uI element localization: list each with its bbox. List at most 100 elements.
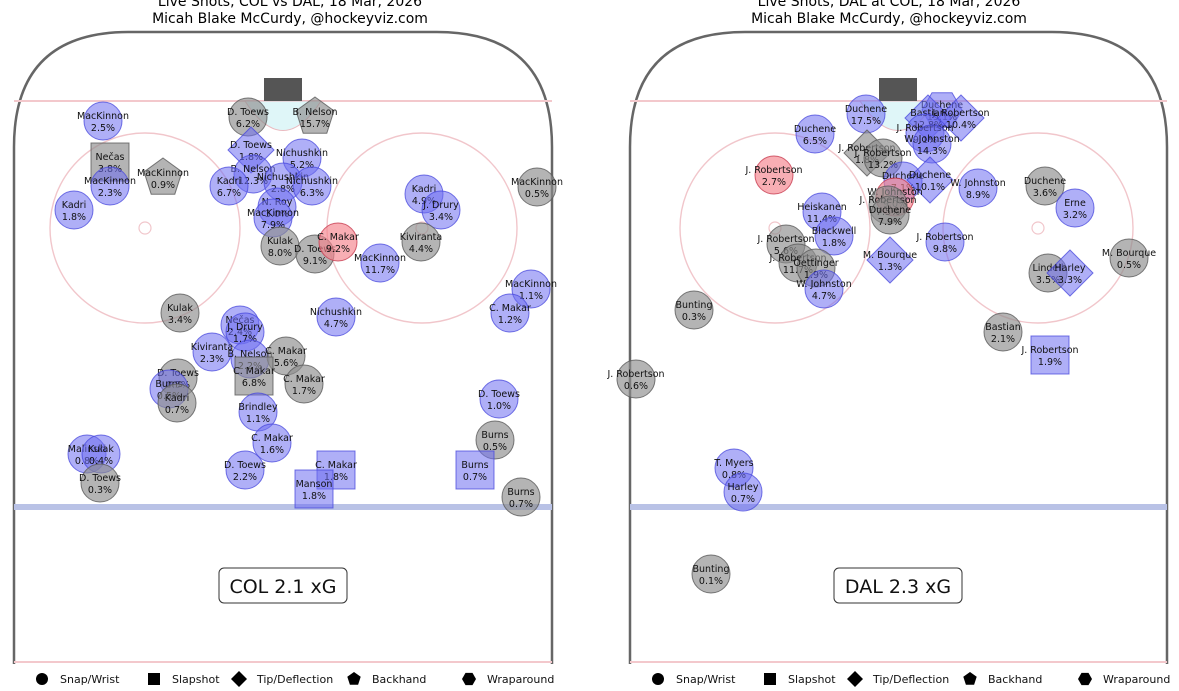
shot-player-label: Erne: [1064, 198, 1086, 209]
legend: Snap/Wrist Slapshot Tip/Deflection Backhand…: [36, 671, 554, 687]
shot-xg-label: 0.5%: [483, 442, 507, 453]
shot-pentagon: [143, 157, 183, 195]
shot-circle: [795, 114, 835, 154]
legend-hexagon-icon: [1078, 672, 1092, 686]
shot-circle: [754, 155, 794, 195]
shot-circle: [192, 332, 232, 372]
shot-circle: [1025, 166, 1065, 206]
shot-xg-label: 1.8%: [62, 212, 86, 223]
shot-circle: [284, 364, 324, 404]
shot-xg-label: 4.4%: [409, 244, 433, 255]
shot-player-label: B. Nelson: [228, 349, 273, 360]
shot-player-label: Burns: [155, 379, 182, 390]
shot-xg-label: 11.7%: [365, 265, 395, 276]
shot-player-label: J. Robertson: [915, 232, 973, 243]
shot-square: [455, 450, 495, 490]
shot-player-label: Harley: [728, 482, 759, 493]
shot-diamond: [937, 94, 985, 142]
shot-xg-label: 1.1%: [519, 291, 543, 302]
shot-player-label: C. Makar: [315, 460, 357, 471]
shot-xg-label: 6.3%: [300, 188, 324, 199]
legend-label: Backhand: [988, 673, 1042, 686]
shot-pentagon: [295, 96, 335, 134]
shot-player-label: MacKinnon: [137, 168, 189, 179]
shot-player-label: C. Makar: [489, 303, 531, 314]
shot-circle: [691, 554, 731, 594]
shot-xg-label: 1.0%: [487, 401, 511, 412]
legend-label: Backhand: [372, 673, 426, 686]
shot-player-label: MacKinnon: [354, 253, 406, 264]
shot-circle: [983, 312, 1023, 352]
shot-xg-label: 0.7%: [165, 405, 189, 416]
shot-xg-label: 1.7%: [292, 386, 316, 397]
shot-player-label: D. Toews: [79, 473, 121, 484]
shot-circle: [157, 383, 197, 423]
shot-player-label: Burns: [481, 430, 508, 441]
shot-player-label: Kulak: [167, 303, 193, 314]
shot-xg-label: 0.5%: [525, 189, 549, 200]
shot-player-label: D. Toews: [224, 460, 266, 471]
shot-circle: [925, 222, 965, 262]
legend-label: Slapshot: [788, 673, 836, 686]
shot-circle: [401, 222, 441, 262]
shot-player-label: D. Toews: [227, 107, 269, 118]
shot-xg-label: 10.1%: [915, 182, 945, 193]
shot-circle: [318, 222, 358, 262]
shot-xg-label: 9.1%: [303, 256, 327, 267]
shot-player-label: Blackwell: [812, 226, 857, 237]
shot-player-label: Kulak: [267, 236, 293, 247]
shot-player-label: B. Nelson: [231, 164, 276, 175]
shot-player-label: Kiviranta: [191, 342, 233, 353]
shot-player-label: Manson: [296, 479, 333, 490]
legend-diamond-icon: [847, 671, 863, 687]
shot-player-label: M. Bourque: [863, 250, 917, 261]
shot-xg-label: 9.2%: [326, 244, 350, 255]
shot-circle: [517, 167, 557, 207]
shot-xg-label: 3.4%: [168, 315, 192, 326]
shot-player-label: MacKinnon: [247, 208, 299, 219]
shot-player-label: Burns: [461, 460, 488, 471]
shot-player-label: MacKinnon: [84, 176, 136, 187]
shot-player-label: Harley: [1055, 263, 1086, 274]
shot-xg-label: 0.6%: [624, 381, 648, 392]
legend-pentagon-icon: [963, 672, 977, 685]
shot-circle: [723, 472, 763, 512]
shot-square: [1030, 335, 1070, 375]
shot-player-label: C. Makar: [283, 374, 325, 385]
shot-player-label: Kadri: [165, 393, 189, 404]
shot-player-label: Duchene: [1024, 176, 1066, 187]
shot-player-label: Kiviranta: [400, 232, 442, 243]
shot-xg-label: 0.7%: [731, 494, 755, 505]
shot-player-label: D. Toews: [478, 389, 520, 400]
xg-total-box: DAL 2.3 xG: [833, 567, 963, 604]
shot-xg-label: 6.2%: [236, 119, 260, 130]
shot-xg-label: 15.7%: [300, 119, 330, 130]
shot-xg-label: 1.2%: [498, 315, 522, 326]
shot-player-label: Nečas: [96, 152, 125, 163]
